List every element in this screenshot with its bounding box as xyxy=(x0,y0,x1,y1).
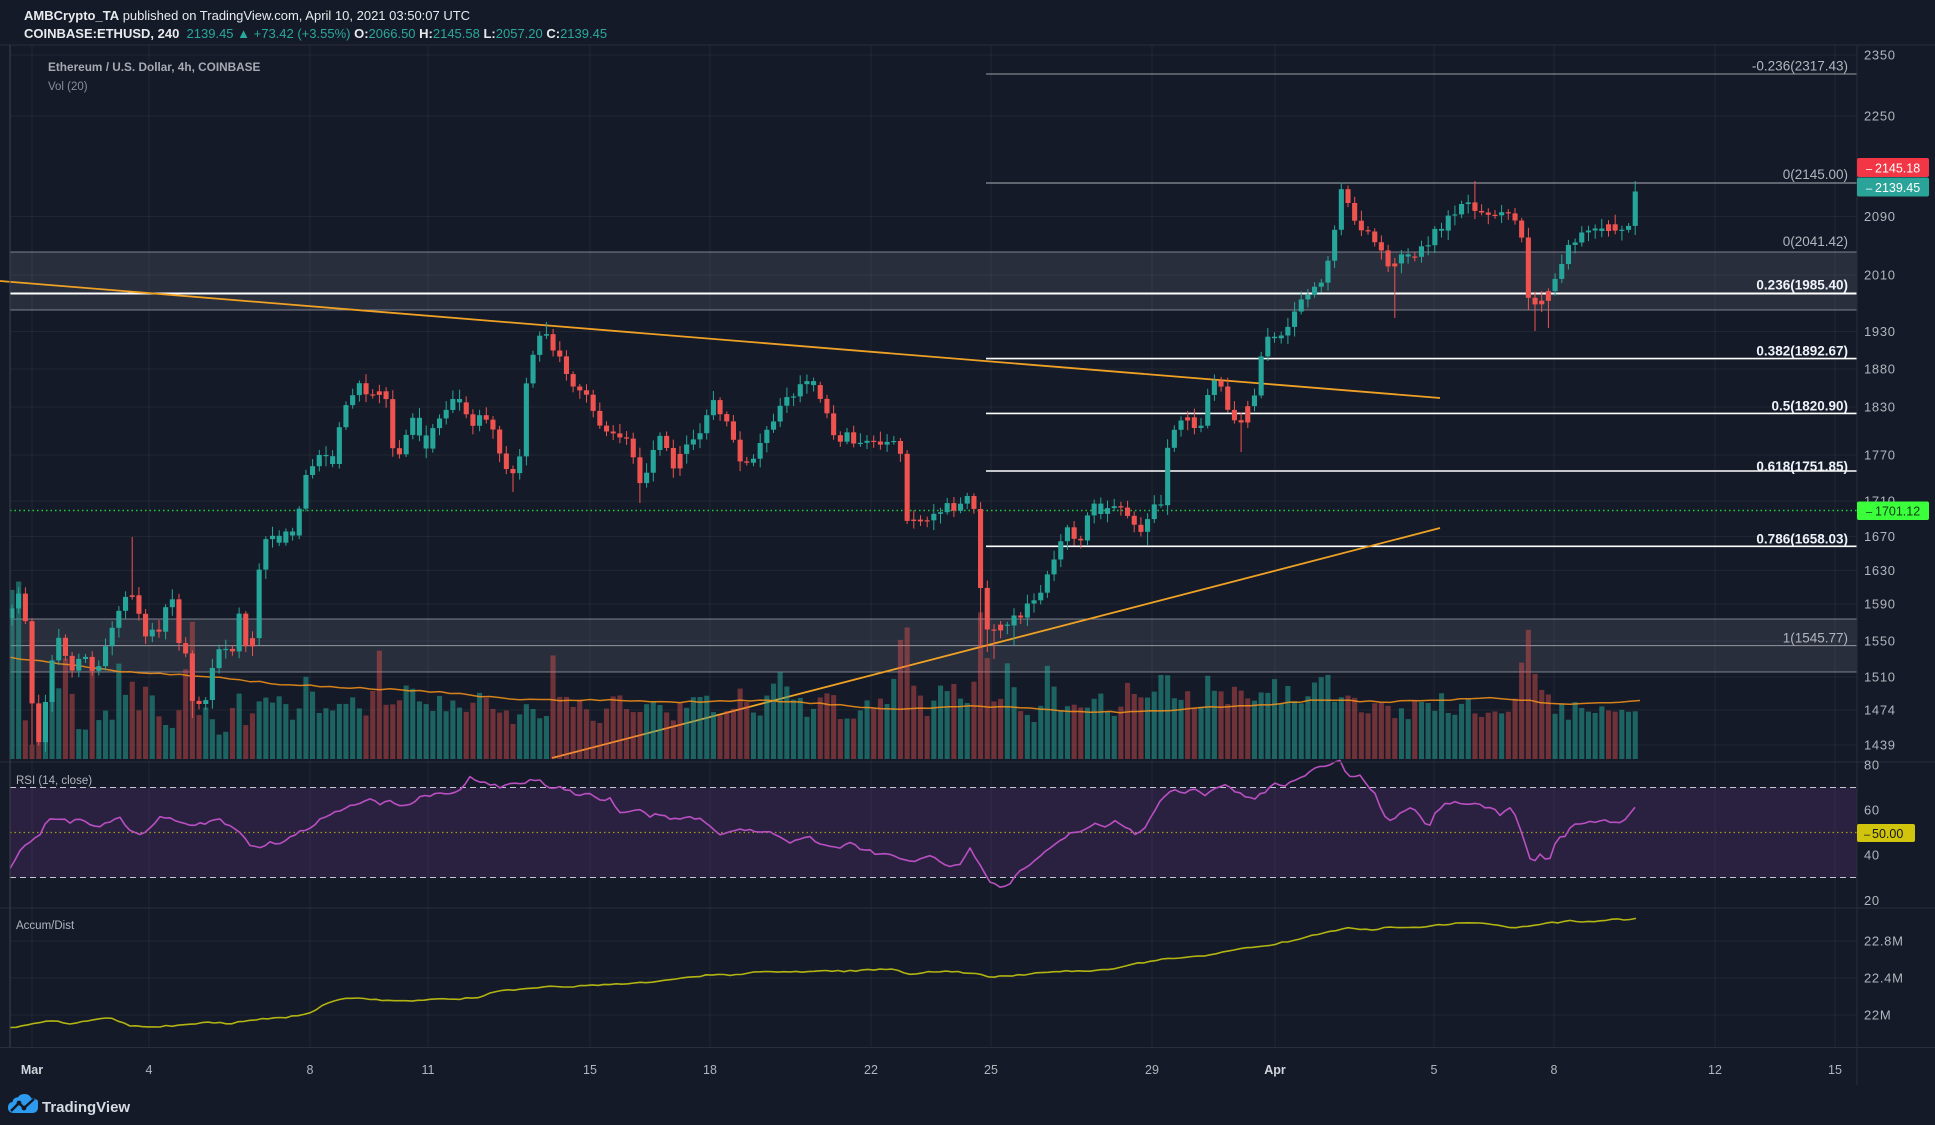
svg-text:22M: 22M xyxy=(1864,1008,1891,1023)
svg-text:1701.12: 1701.12 xyxy=(1875,505,1920,519)
svg-text:15: 15 xyxy=(1828,1063,1842,1077)
svg-text:1770: 1770 xyxy=(1864,448,1896,463)
svg-text:0.236(1985.40): 0.236(1985.40) xyxy=(1756,278,1848,293)
svg-text:TradingView: TradingView xyxy=(42,1099,130,1116)
svg-text:60: 60 xyxy=(1864,803,1880,818)
svg-text:1510: 1510 xyxy=(1864,670,1896,685)
svg-text:22.4M: 22.4M xyxy=(1864,971,1904,986)
svg-text:COINBASE:ETHUSD, 240 2139.45: COINBASE:ETHUSD, 240 2139.45 ▲ +73.42 (+… xyxy=(24,26,607,41)
svg-text:2139.45: 2139.45 xyxy=(1875,181,1920,195)
svg-text:1930: 1930 xyxy=(1864,324,1896,339)
svg-text:40: 40 xyxy=(1864,848,1880,863)
svg-text:1439: 1439 xyxy=(1864,738,1896,753)
svg-text:5: 5 xyxy=(1431,1063,1438,1077)
svg-text:1830: 1830 xyxy=(1864,400,1896,415)
svg-text:1(1545.77): 1(1545.77) xyxy=(1783,631,1848,646)
svg-text:12: 12 xyxy=(1708,1063,1722,1077)
svg-text:2010: 2010 xyxy=(1864,268,1896,283)
svg-text:2350: 2350 xyxy=(1864,48,1896,63)
svg-text:0.618(1751.85): 0.618(1751.85) xyxy=(1756,459,1848,474)
svg-text:15: 15 xyxy=(583,1063,597,1077)
svg-text:11: 11 xyxy=(422,1063,435,1077)
svg-text:4: 4 xyxy=(146,1063,153,1077)
svg-text:22: 22 xyxy=(864,1063,878,1077)
svg-text:0(2145.00): 0(2145.00) xyxy=(1783,167,1848,182)
svg-text:18: 18 xyxy=(703,1063,717,1077)
svg-text:1590: 1590 xyxy=(1864,597,1896,612)
svg-text:Ethereum / U.S. Dollar, 4h, CO: Ethereum / U.S. Dollar, 4h, COINBASE xyxy=(48,60,261,74)
svg-text:1550: 1550 xyxy=(1864,634,1896,649)
svg-text:0.786(1658.03): 0.786(1658.03) xyxy=(1756,532,1848,547)
svg-text:22.8M: 22.8M xyxy=(1864,934,1904,949)
svg-text:–: – xyxy=(1864,829,1871,841)
svg-text:1474: 1474 xyxy=(1864,703,1896,718)
svg-text:50.00: 50.00 xyxy=(1872,827,1903,841)
svg-text:2145.18: 2145.18 xyxy=(1875,162,1920,176)
svg-text:Mar: Mar xyxy=(21,1063,43,1077)
svg-text:29: 29 xyxy=(1145,1063,1159,1077)
svg-text:0.382(1892.67): 0.382(1892.67) xyxy=(1756,344,1848,359)
svg-text:80: 80 xyxy=(1864,758,1880,773)
svg-text:25: 25 xyxy=(984,1063,998,1077)
svg-text:-0.236(2317.43): -0.236(2317.43) xyxy=(1752,59,1848,74)
svg-text:–: – xyxy=(1866,183,1873,195)
svg-text:Vol (20): Vol (20) xyxy=(48,81,88,93)
svg-text:8: 8 xyxy=(1551,1063,1558,1077)
svg-text:2250: 2250 xyxy=(1864,109,1896,124)
svg-text:2090: 2090 xyxy=(1864,209,1896,224)
svg-text:1670: 1670 xyxy=(1864,529,1896,544)
svg-text:–: – xyxy=(1866,164,1873,176)
svg-text:0(2041.42): 0(2041.42) xyxy=(1783,234,1848,249)
svg-text:Apr: Apr xyxy=(1264,1063,1286,1077)
svg-text:AMBCrypto_TA published on Trad: AMBCrypto_TA published on TradingView.co… xyxy=(24,8,470,23)
svg-text:1880: 1880 xyxy=(1864,362,1896,377)
svg-text:0.5(1820.90): 0.5(1820.90) xyxy=(1771,399,1848,414)
svg-text:8: 8 xyxy=(307,1063,314,1077)
svg-text:20: 20 xyxy=(1864,893,1880,908)
svg-text:–: – xyxy=(1866,507,1873,519)
svg-text:1630: 1630 xyxy=(1864,563,1896,578)
svg-text:Accum/Dist: Accum/Dist xyxy=(16,920,75,932)
svg-text:RSI (14, close): RSI (14, close) xyxy=(16,775,92,787)
